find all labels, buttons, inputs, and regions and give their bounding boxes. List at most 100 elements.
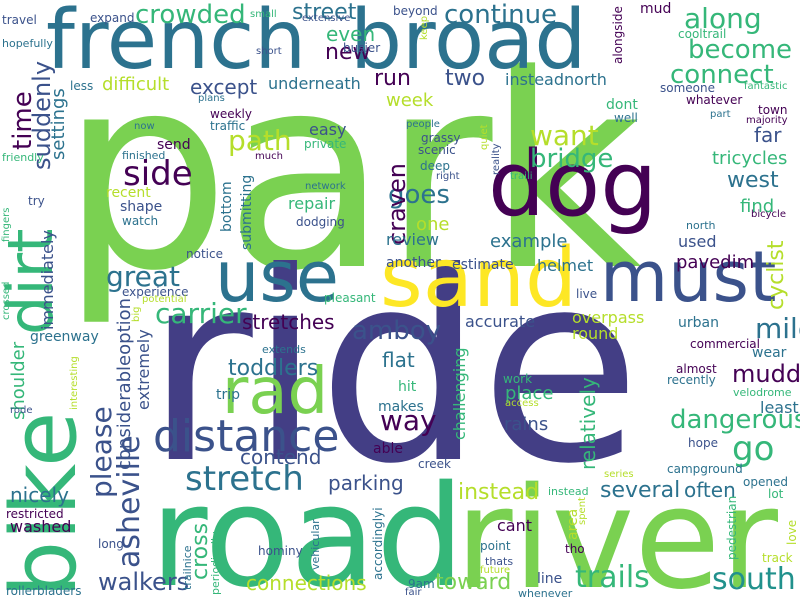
word-cant: cant — [497, 516, 533, 535]
word-pavedim: pavedim — [676, 252, 755, 273]
word-send: send — [157, 137, 191, 153]
word-fantastic: fantastic — [744, 81, 788, 92]
word-creek: creek — [418, 457, 451, 471]
word-several: several — [600, 478, 681, 503]
word-alongside: alongside — [611, 6, 625, 64]
word-nicely: nicely — [10, 483, 69, 507]
word-hit: hit — [398, 379, 417, 395]
word-whenever: whenever — [518, 587, 573, 600]
word-watch: watch — [122, 214, 159, 228]
word-accurate: accurate — [465, 312, 536, 331]
word-deep: deep — [420, 159, 450, 173]
word-tho: tho — [565, 542, 585, 556]
word-carrier: carrier — [155, 297, 247, 330]
word-quiet: quiet — [479, 124, 490, 150]
word-new: new — [325, 40, 371, 65]
word-rad: rad — [222, 355, 329, 429]
word-pedestrian: pedestrian — [725, 495, 739, 560]
word-travel: travel — [2, 13, 37, 27]
word-road: road — [150, 456, 465, 600]
word-two: two — [445, 66, 486, 91]
word-finished: finished — [122, 149, 166, 162]
word-cyclist: cyclist — [764, 240, 789, 310]
word-go: go — [732, 429, 775, 469]
word-private: private — [304, 137, 347, 151]
word-use: use — [215, 236, 339, 318]
word-mud: mud — [640, 1, 672, 17]
word-sand: sand — [380, 231, 577, 326]
word-town: town — [758, 103, 788, 117]
word-dodging: dodging — [296, 215, 345, 229]
word-line: line — [537, 571, 563, 587]
word-along: along — [684, 2, 762, 35]
word-review: review — [386, 230, 439, 249]
word-trailnice: trailnice — [181, 545, 194, 590]
word-people: people — [406, 119, 440, 130]
word-lot: lot — [768, 487, 784, 501]
word-south: south — [712, 562, 796, 597]
word-recent: recent — [106, 185, 151, 201]
word-easy: easy — [309, 120, 347, 139]
word-hopefully: hopefully — [2, 37, 53, 50]
word-please: please — [85, 406, 118, 498]
word-west: west — [727, 168, 779, 193]
word-network: network — [305, 181, 346, 192]
word-restricted: restricted — [6, 507, 64, 521]
word-pleasant: pleasant — [324, 291, 376, 305]
word-greenway: greenway — [30, 329, 99, 345]
word-track: track — [762, 551, 793, 565]
word-extends: extends — [262, 343, 306, 356]
word-used: used — [678, 232, 717, 251]
word-find: find — [740, 196, 775, 217]
word-crossed: crossed — [1, 281, 12, 320]
word-underneath: underneath — [268, 74, 361, 93]
word-instead: instead — [458, 480, 540, 505]
word-considerableoption: considerableoption — [114, 297, 135, 470]
word-tricycles: tricycles — [712, 148, 788, 169]
word-plans: plans — [198, 93, 225, 104]
word-fingers: fingers — [1, 207, 12, 242]
word-toward: toward — [435, 570, 512, 595]
word-washed: washed — [10, 517, 72, 536]
word-bicycle: bicycle — [751, 209, 786, 220]
word-must: must — [600, 236, 777, 318]
word-contend: contend — [240, 445, 322, 469]
word-run: run — [374, 66, 411, 91]
word-urban: urban — [678, 315, 719, 331]
word-whatever: whatever — [686, 93, 743, 107]
word-series: series — [604, 469, 634, 480]
word-point: point — [480, 539, 511, 553]
word-wear: wear — [752, 345, 787, 361]
word-extensive: extensive — [302, 13, 351, 24]
word-one: one — [416, 214, 450, 235]
word-trip: trip — [216, 387, 241, 403]
word-rode: rode — [10, 405, 33, 416]
word-distance: distance — [153, 411, 340, 462]
word-cooltrail: cooltrail — [678, 27, 727, 41]
word-ride: ride — [145, 216, 641, 521]
word-another: another — [386, 255, 441, 271]
word-scenic: scenic — [418, 143, 456, 157]
word-part: part — [710, 109, 731, 120]
word-overpass: overpass — [572, 308, 645, 327]
word-parking: parking — [328, 471, 404, 495]
word-spent: spent — [577, 497, 588, 525]
word-makes: makes — [378, 399, 424, 415]
word-thats: thats — [485, 555, 514, 568]
word-traffic: traffic — [210, 119, 246, 133]
word-crowded: crowded — [135, 0, 246, 30]
word-majority: majority — [746, 115, 788, 126]
word-periodically: periodically — [209, 531, 222, 595]
word-love: love — [785, 519, 799, 545]
word-broad: broad — [350, 0, 587, 88]
word-connect: connect — [670, 60, 774, 90]
word-interesting: interesting — [69, 356, 80, 410]
word-helmet: helmet — [537, 256, 594, 275]
word-goes: goes — [388, 180, 450, 210]
word-want: want — [530, 119, 599, 152]
word-well: well — [614, 111, 638, 125]
word-repair: repair — [288, 194, 336, 213]
word-bridge: bridge — [530, 144, 614, 174]
word-almost: almost — [676, 362, 717, 376]
